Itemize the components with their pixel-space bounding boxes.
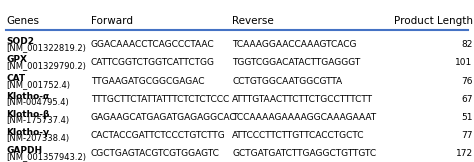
Text: [NM_001329790.2): [NM_001329790.2) <box>6 62 86 70</box>
Text: SOD2: SOD2 <box>6 37 34 46</box>
Text: CGCTGAGTACGTCGTGGAGTC: CGCTGAGTACGTCGTGGAGTC <box>91 149 220 158</box>
Text: GPX: GPX <box>6 55 27 64</box>
Text: Klotho-β: Klotho-β <box>6 110 49 119</box>
Text: [NM-004795.4): [NM-004795.4) <box>6 98 69 107</box>
Text: CACTACCGATTCTCCCTGTCTTG: CACTACCGATTCTCCCTGTCTTG <box>91 131 226 140</box>
Text: ATTCCCTTCTTGTTCACCTGCTC: ATTCCCTTCTTGTTCACCTGCTC <box>232 131 365 140</box>
Text: 77: 77 <box>461 131 473 140</box>
Text: GCTGATGATCTTGAGGCTGTTGTC: GCTGATGATCTTGAGGCTGTTGTC <box>232 149 376 158</box>
Text: Forward: Forward <box>91 16 133 26</box>
Text: TCCAAAAGAAAAGGCAAAGAAAT: TCCAAAAGAAAAGGCAAAGAAAT <box>232 113 376 122</box>
Text: 101: 101 <box>456 58 473 68</box>
Text: [NM-207338.4): [NM-207338.4) <box>6 134 69 143</box>
Text: Genes: Genes <box>6 16 39 26</box>
Text: GAPDH: GAPDH <box>6 146 42 155</box>
Text: [NM_001322819.2): [NM_001322819.2) <box>6 43 86 52</box>
Text: Klotho-γ: Klotho-γ <box>6 128 49 137</box>
Text: Klotho-α: Klotho-α <box>6 92 49 101</box>
Text: GGACAAACCTCAGCCCTAAC: GGACAAACCTCAGCCCTAAC <box>91 40 215 49</box>
Text: TTGAAGATGCGGCGAGAC: TTGAAGATGCGGCGAGAC <box>91 77 204 86</box>
Text: 82: 82 <box>461 40 473 49</box>
Text: TCAAAGGAACCAAAGTCACG: TCAAAGGAACCAAAGTCACG <box>232 40 357 49</box>
Text: ATTTGTAACTTCTTCTGCCTTTCTT: ATTTGTAACTTCTTCTGCCTTTCTT <box>232 95 374 104</box>
Text: Reverse: Reverse <box>232 16 274 26</box>
Text: [NM-175737.4): [NM-175737.4) <box>6 116 69 125</box>
Text: CATTCGGTCTGGTCATTCTGG: CATTCGGTCTGGTCATTCTGG <box>91 58 215 68</box>
Text: Product Length: Product Length <box>393 16 473 26</box>
Text: 67: 67 <box>461 95 473 104</box>
Text: 76: 76 <box>461 77 473 86</box>
Text: 51: 51 <box>461 113 473 122</box>
Text: [NM_001752.4): [NM_001752.4) <box>6 80 70 89</box>
Text: CAT: CAT <box>6 74 25 83</box>
Text: GAGAAGCATGAGATGAGAGGCAC: GAGAAGCATGAGATGAGAGGCAC <box>91 113 237 122</box>
Text: 172: 172 <box>456 149 473 158</box>
Text: [NM_001357943.2): [NM_001357943.2) <box>6 152 86 161</box>
Text: TTTGCTTCTATTATTTCTCTCTCCC: TTTGCTTCTATTATTTCTCTCTCCC <box>91 95 229 104</box>
Text: CCTGTGGCAATGGCGTTA: CCTGTGGCAATGGCGTTA <box>232 77 342 86</box>
Text: TGGTCGGACATACTTGAGGGT: TGGTCGGACATACTTGAGGGT <box>232 58 361 68</box>
